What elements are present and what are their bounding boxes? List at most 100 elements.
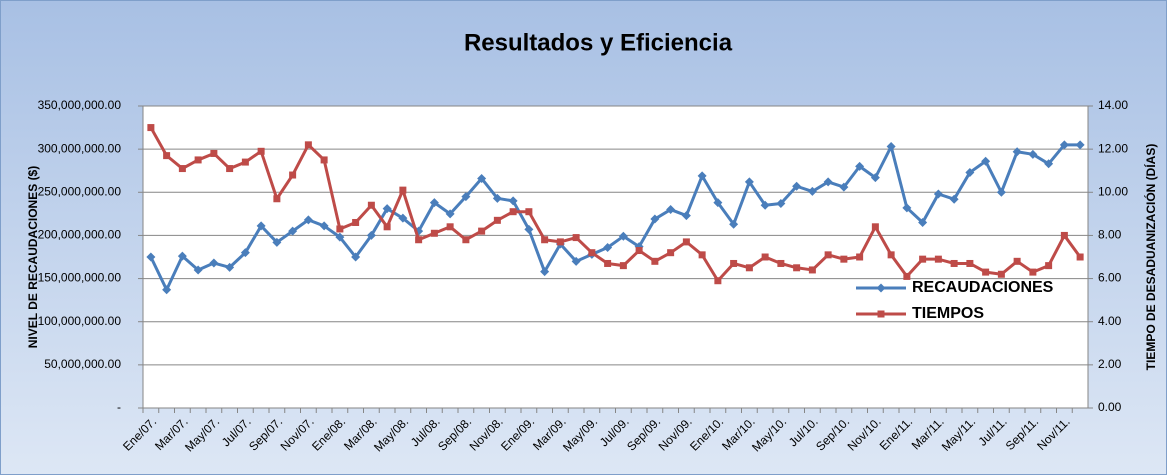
data-point (351, 252, 361, 262)
y-tick-label: 350,000,000.00 (38, 98, 122, 112)
y-tick-label: 250,000,000.00 (38, 184, 122, 198)
legend-label: TIEMPOS (912, 305, 984, 322)
data-point (635, 247, 643, 255)
data-point (288, 226, 298, 236)
data-point (981, 156, 991, 166)
data-point (855, 161, 865, 171)
data-point (966, 259, 974, 267)
data-point (478, 227, 486, 235)
data-point (1059, 140, 1069, 150)
y-tick-label: - (117, 400, 121, 414)
data-point (1044, 159, 1054, 169)
data-point (902, 203, 912, 213)
data-point (714, 277, 722, 285)
data-point (399, 186, 407, 194)
data-point (823, 177, 833, 187)
data-point (808, 266, 816, 274)
data-point (194, 156, 202, 164)
y2-axis-title: TIEMPO DE DESADUANIZACIÓN (DÍAS) (1143, 144, 1158, 371)
y2-tick-label: 0.00 (1098, 400, 1122, 414)
data-point (761, 253, 769, 261)
data-point (383, 223, 391, 231)
data-point (824, 251, 832, 259)
data-point (793, 264, 801, 272)
data-point (870, 173, 880, 183)
data-point (508, 196, 518, 206)
data-point (777, 259, 785, 267)
data-point (871, 223, 879, 231)
data-point (982, 268, 990, 276)
data-point (320, 156, 328, 164)
data-point (604, 259, 612, 267)
data-point (367, 201, 375, 209)
data-point (698, 251, 706, 259)
data-point (272, 237, 282, 247)
data-point (446, 223, 454, 231)
legend-label: RECAUDACIONES (912, 279, 1054, 296)
y-tick-label: 300,000,000.00 (38, 141, 122, 155)
data-point (1028, 149, 1038, 159)
chart-title: Resultados y Eficiencia (464, 29, 733, 56)
data-point (1045, 262, 1053, 270)
data-point (209, 258, 219, 268)
data-point (241, 158, 249, 166)
legend-marker (876, 283, 886, 293)
data-point (792, 181, 802, 191)
data-point (1013, 257, 1021, 265)
y-tick-label: 100,000,000.00 (38, 314, 122, 328)
data-point (556, 238, 564, 246)
data-point (226, 165, 234, 173)
data-point (807, 186, 817, 196)
y2-tick-label: 4.00 (1098, 314, 1122, 328)
data-point (776, 199, 786, 209)
data-point (273, 195, 281, 203)
plot-area (143, 106, 1088, 408)
y2-tick-label: 8.00 (1098, 228, 1122, 242)
data-point (257, 147, 265, 155)
data-point (666, 205, 676, 215)
data-point (193, 265, 203, 275)
data-point (163, 152, 171, 160)
data-point (1012, 147, 1022, 157)
data-point (729, 219, 739, 229)
data-point (965, 167, 975, 177)
data-point (760, 200, 770, 210)
data-point (462, 236, 470, 244)
data-point (682, 238, 690, 246)
data-point (919, 255, 927, 263)
data-point (1060, 231, 1068, 239)
y2-tick-label: 14.00 (1098, 98, 1128, 112)
data-point (540, 267, 550, 277)
data-point (415, 236, 423, 244)
data-point (541, 236, 549, 244)
data-point (650, 214, 660, 224)
data-point (840, 255, 848, 263)
data-point (697, 171, 707, 181)
data-point (572, 234, 580, 242)
data-point (445, 209, 455, 219)
data-point (162, 285, 172, 295)
data-point (997, 270, 1005, 278)
data-point (667, 249, 675, 257)
data-point (429, 198, 439, 208)
data-point (886, 142, 896, 152)
y2-tick-label: 10.00 (1098, 184, 1128, 198)
data-point (949, 194, 959, 204)
data-point (1075, 140, 1085, 150)
data-point (177, 251, 187, 261)
data-point (335, 232, 345, 242)
data-point (225, 262, 235, 272)
data-point (492, 193, 502, 203)
data-point (524, 224, 534, 234)
data-point (319, 221, 329, 231)
data-point (603, 243, 613, 253)
data-point (839, 182, 849, 192)
data-point (745, 264, 753, 272)
data-point (477, 173, 487, 183)
data-point (352, 218, 360, 226)
y-tick-label: 150,000,000.00 (38, 271, 122, 285)
data-point (730, 259, 738, 267)
data-point (366, 230, 376, 240)
data-point (430, 229, 438, 237)
data-point (147, 124, 155, 132)
